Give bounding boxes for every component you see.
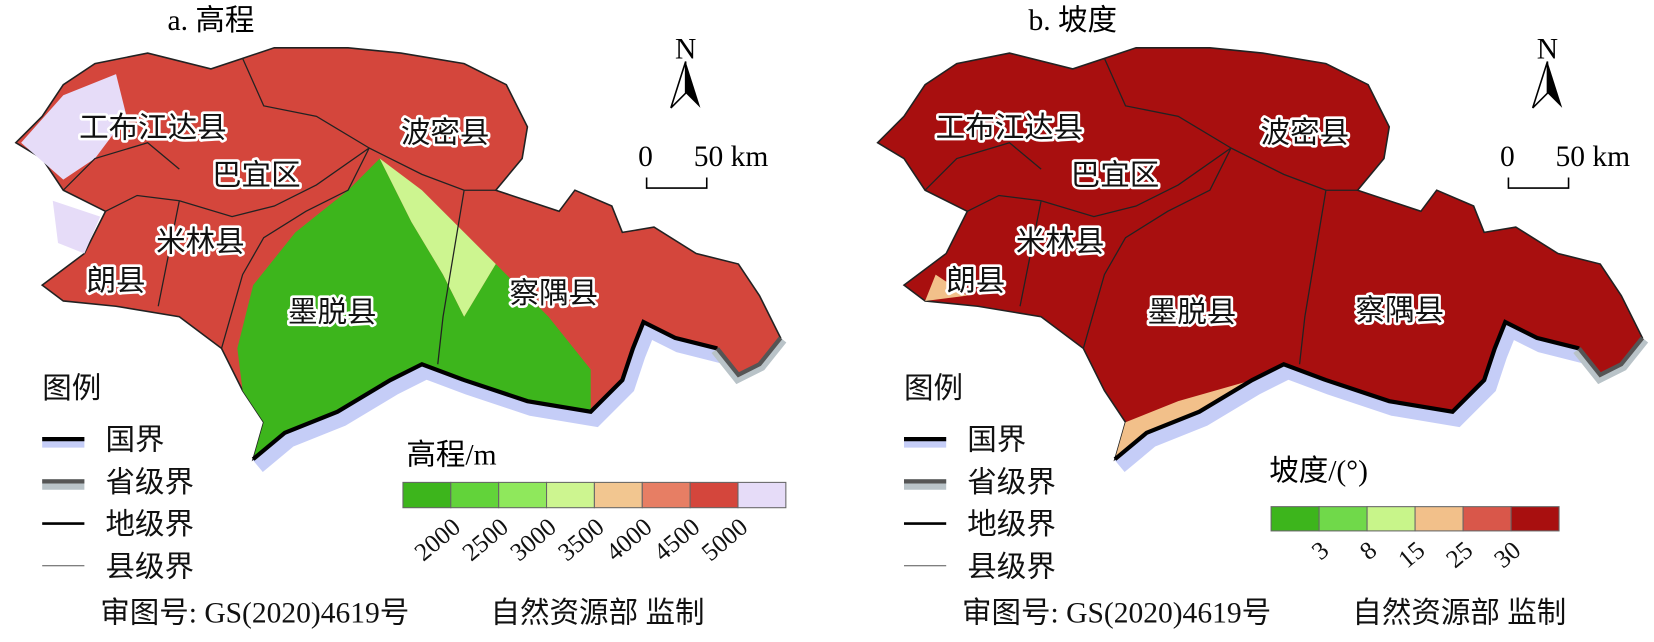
scale-bar [1507,177,1570,189]
legend-item: 县级界 [967,550,1056,583]
region-label: 巴宜区 [1071,159,1160,192]
colorbar-swatch [593,481,643,509]
agency: 自然资源部 监制 [1352,597,1566,630]
legend-title: 图例 [904,372,963,405]
colorbar-tick: 3 [1307,536,1335,566]
colorbar-title: 坡度/(°) [1269,454,1368,487]
colorbar-tick: 25 [1441,536,1478,574]
legend-item: 国界 [967,425,1026,457]
colorbar-tick: 4000 [601,513,658,567]
north-arrow [1531,61,1549,109]
region-label: 工布江达县 [79,111,227,144]
colorbar-swatch [450,481,500,509]
colorbar-swatch [689,481,739,509]
scale-zero: 0 [638,141,653,173]
region-label: 工布江达县 [936,111,1084,144]
legend-item: 省级界 [105,466,194,499]
colorbar-swatch [1462,506,1512,532]
colorbar-swatch [498,481,548,509]
colorbar-tick: 15 [1393,536,1430,574]
region-label: 墨脱县 [1148,296,1237,329]
region-label: 波密县 [401,117,490,150]
legend-item: 国界 [105,425,164,457]
legend-item: 地级界 [105,508,194,541]
lowland [237,158,591,460]
north-arrow-dark [1547,61,1563,108]
panel-title: a. 高程 [168,4,255,37]
colorbar-swatch [1318,506,1368,532]
region-label: 察隅县 [1356,294,1445,327]
agency: 自然资源部 监制 [491,597,705,630]
colorbar-swatch [1510,506,1560,532]
legend-item: 县级界 [105,550,194,583]
region-label: 米林县 [156,225,245,258]
legend-item: 地级界 [967,508,1056,541]
colorbar-swatch [737,481,787,509]
legend-item: 省级界 [967,466,1056,499]
colorbar-swatch [641,481,691,509]
colorbar-swatch [402,481,452,509]
review-number: 审图号: GS(2020)4619号 [100,597,409,630]
north-label: N [675,33,696,65]
highland [21,74,127,254]
colorbar-tick: 2500 [457,513,514,567]
colorbar-swatch [546,481,595,509]
review-number: 审图号: GS(2020)4619号 [962,597,1271,630]
midland [379,158,496,317]
region-label: 朗县 [87,264,146,297]
colorbar-title: 高程/m [406,438,496,471]
colorbar-swatch [1270,506,1320,532]
north-label: N [1537,33,1558,65]
north-arrow-dark [685,61,701,108]
map-area [876,47,1644,460]
scale-zero: 0 [1500,141,1515,173]
colorbar-tick: 2000 [409,513,466,567]
scale-bar [645,177,708,189]
colorbar-tick: 4500 [649,513,706,567]
gentle [925,274,1253,460]
north-arrow [670,61,687,109]
scale-label: 50 km [1556,141,1631,173]
legend-title: 图例 [42,372,101,405]
region-label: 米林县 [1016,225,1105,258]
colorbar-tick: 5000 [696,513,753,567]
region-label: 察隅县 [510,277,599,310]
panel-title: b. 坡度 [1028,4,1117,37]
scale-label: 50 km [694,141,769,173]
colorbar-tick: 3000 [505,513,562,567]
colorbar-tick: 8 [1355,536,1383,566]
colorbar-swatch [1414,506,1464,532]
colorbar-swatch [1366,506,1416,532]
colorbar-tick: 3500 [553,513,610,567]
region-label: 波密县 [1261,117,1350,150]
region-label: 朗县 [946,264,1005,297]
region-label: 巴宜区 [212,159,301,192]
region-label: 墨脱县 [288,296,377,329]
colorbar-tick: 30 [1489,536,1526,574]
